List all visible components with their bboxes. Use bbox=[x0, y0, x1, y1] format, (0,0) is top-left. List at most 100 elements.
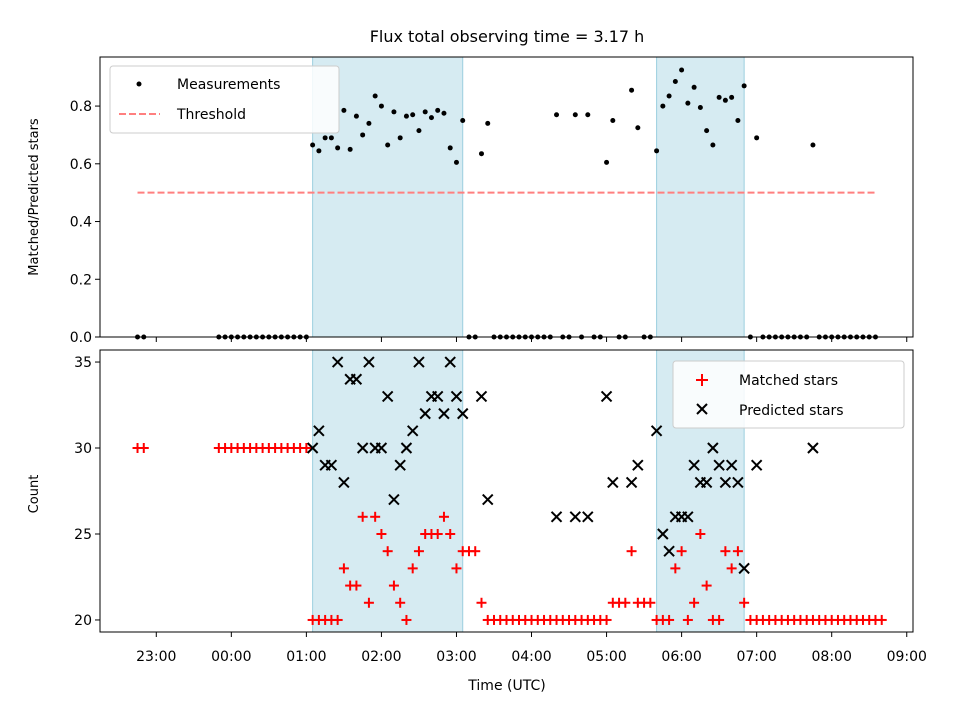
predicted-star-stroke-b bbox=[432, 390, 444, 403]
predicted-star-point bbox=[719, 476, 732, 489]
predicted-star-point bbox=[725, 459, 738, 471]
predicted-star-stroke-b bbox=[600, 390, 613, 403]
predicted-star-point bbox=[306, 442, 319, 454]
predicted-star-stroke-b bbox=[381, 390, 394, 403]
matched-star-point bbox=[689, 597, 700, 608]
y-tick-label: 25 bbox=[74, 527, 92, 543]
measurement-point bbox=[410, 112, 416, 118]
measurement-point bbox=[585, 112, 591, 118]
predicted-star-point bbox=[381, 390, 394, 403]
measurement-point bbox=[810, 142, 816, 148]
predicted-star-stroke-b bbox=[350, 373, 363, 385]
measurement-point bbox=[629, 87, 635, 93]
measurement-point bbox=[660, 103, 666, 109]
predicted-star-stroke-b bbox=[632, 459, 644, 471]
predicted-star-point bbox=[663, 545, 675, 557]
matched-star-point bbox=[138, 443, 149, 454]
predicted-star-point bbox=[682, 511, 694, 523]
y-tick-label: 30 bbox=[74, 441, 92, 457]
legend-marker-predicted bbox=[696, 403, 708, 415]
predicted-star-stroke-b bbox=[375, 442, 388, 454]
measurement-point bbox=[322, 135, 328, 141]
predicted-star-point bbox=[582, 511, 594, 523]
predicted-star-stroke-b bbox=[313, 425, 325, 437]
predicted-star-point bbox=[363, 356, 375, 368]
predicted-star-stroke-b bbox=[582, 511, 594, 523]
predicted-star-point bbox=[632, 459, 644, 471]
predicted-star-stroke-b bbox=[650, 425, 663, 437]
predicted-star-stroke-b bbox=[738, 562, 750, 575]
measurement-point bbox=[428, 115, 434, 121]
measurement-point bbox=[328, 135, 334, 141]
predicted-star-point bbox=[732, 476, 744, 489]
predicted-star-point bbox=[356, 442, 369, 454]
predicted-star-stroke-b bbox=[569, 511, 581, 523]
predicted-star-point bbox=[688, 459, 700, 471]
measurement-point bbox=[372, 93, 378, 99]
predicted-star-stroke-b bbox=[725, 459, 738, 471]
matched-star-point bbox=[357, 511, 368, 522]
matched-star-point bbox=[382, 546, 393, 557]
predicted-star-point bbox=[438, 407, 450, 420]
matched-star-point bbox=[682, 614, 693, 625]
measurement-point bbox=[635, 125, 641, 131]
top-y-axis-label: Matched/Predicted stars bbox=[27, 118, 42, 276]
bottom-legend-box bbox=[672, 360, 905, 429]
predicted-star-point bbox=[400, 442, 413, 454]
x-tick-label: 02:00 bbox=[361, 649, 401, 665]
predicted-star-stroke-b bbox=[338, 476, 350, 489]
predicted-star-stroke-b bbox=[438, 407, 450, 420]
predicted-star-stroke-b bbox=[625, 476, 638, 489]
x-tick-label: 09:00 bbox=[887, 649, 927, 665]
matched-star-point bbox=[726, 563, 737, 574]
predicted-star-point bbox=[475, 390, 488, 403]
bottom-legend: Matched stars Predicted stars bbox=[672, 360, 905, 429]
predicted-star-point bbox=[700, 476, 713, 489]
measurement-point bbox=[729, 94, 735, 100]
predicted-star-stroke-b bbox=[719, 476, 732, 489]
measurement-point bbox=[610, 118, 616, 124]
measurement-point bbox=[741, 83, 747, 89]
x-tick-label: 05:00 bbox=[586, 649, 626, 665]
measurement-point bbox=[722, 97, 728, 103]
predicted-star-point bbox=[482, 493, 494, 506]
matched-star-point bbox=[601, 614, 612, 625]
measurement-point bbox=[335, 145, 341, 151]
matched-star-point bbox=[451, 563, 462, 574]
measurement-point bbox=[316, 148, 322, 154]
matched-star-point bbox=[695, 528, 706, 539]
matched-star-point bbox=[645, 597, 656, 608]
predicted-star-points bbox=[306, 356, 819, 575]
measurement-point bbox=[403, 113, 409, 119]
top-shaded-intervals bbox=[312, 56, 745, 338]
measurement-point bbox=[385, 142, 391, 148]
predicted-star-stroke-b bbox=[331, 356, 344, 368]
shaded-interval bbox=[312, 349, 464, 633]
top-axes-frame bbox=[99, 56, 914, 338]
measurement-point bbox=[310, 142, 316, 148]
shaded-interval bbox=[656, 56, 745, 338]
measurement-point bbox=[416, 128, 422, 134]
predicted-star-point bbox=[375, 442, 388, 454]
measurement-point bbox=[685, 100, 691, 106]
matched-star-point bbox=[407, 563, 418, 574]
x-tick-label: 00:00 bbox=[211, 649, 251, 665]
measurement-point bbox=[347, 146, 353, 152]
measurement-point bbox=[754, 135, 760, 141]
predicted-star-point bbox=[350, 373, 363, 385]
matched-star-point bbox=[470, 546, 481, 557]
predicted-star-stroke-b bbox=[607, 476, 619, 489]
predicted-star-point bbox=[419, 407, 431, 420]
top-legend: Measurements Threshold bbox=[109, 65, 340, 134]
predicted-star-point bbox=[807, 442, 819, 454]
matched-star-point bbox=[301, 443, 312, 454]
y-tick-label: 0.2 bbox=[70, 272, 92, 288]
matched-star-point bbox=[376, 528, 387, 539]
measurement-point bbox=[697, 105, 703, 111]
bottom-y-ticks: 20 25 30 35 bbox=[74, 355, 100, 629]
measurement-point bbox=[666, 93, 672, 99]
x-tick-label: 06:00 bbox=[661, 649, 701, 665]
matched-star-points bbox=[132, 443, 887, 625]
bottom-y-axis-label: Count bbox=[27, 475, 42, 514]
measurement-point bbox=[397, 135, 403, 141]
